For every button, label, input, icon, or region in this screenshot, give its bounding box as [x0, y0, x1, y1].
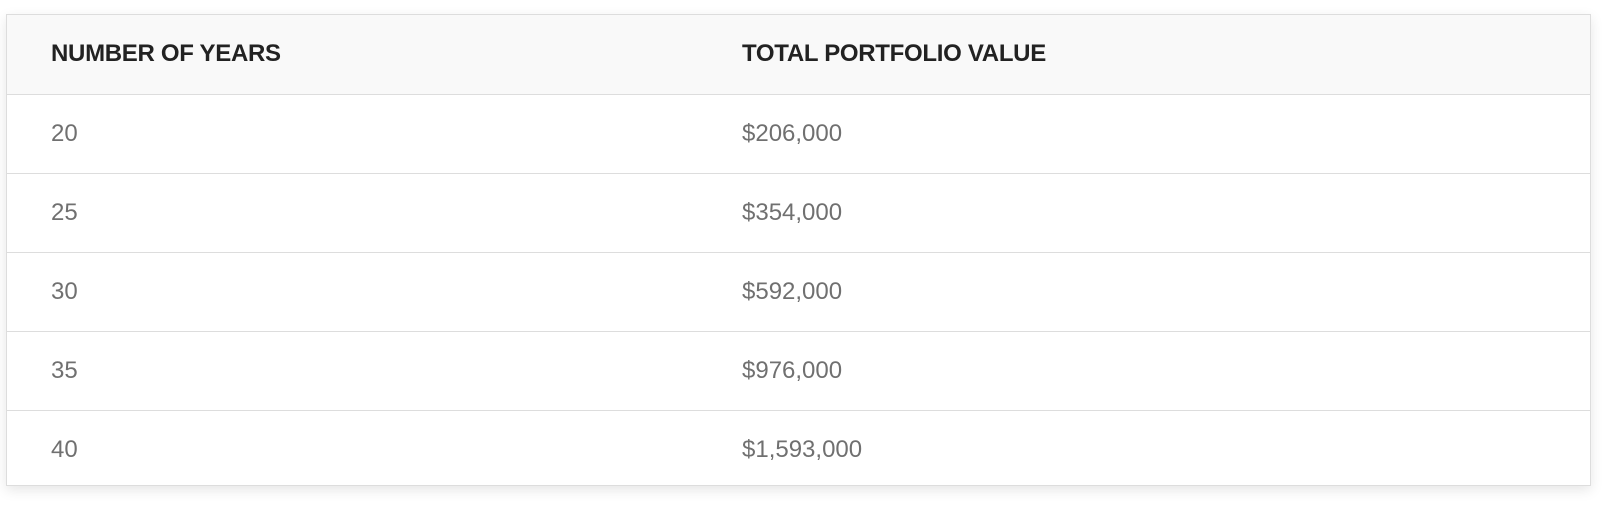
table-row: 40 $1,593,000	[7, 410, 1590, 489]
table-row: 35 $976,000	[7, 331, 1590, 411]
cell-years: 35	[7, 331, 698, 411]
cell-years: 30	[7, 252, 698, 332]
table-body: 20 $206,000 25 $354,000 30 $592,000 35 $…	[7, 94, 1590, 489]
header-number-of-years: NUMBER OF YEARS	[7, 15, 698, 95]
table-row: 20 $206,000	[7, 94, 1590, 174]
cell-years: 40	[51, 435, 78, 463]
cell-portfolio-value: $976,000	[698, 331, 1590, 411]
table-row: 30 $592,000	[7, 252, 1590, 332]
cell-portfolio-value: $592,000	[698, 252, 1590, 332]
cell-portfolio-value: $1,593,000	[742, 435, 863, 463]
table-header-row: NUMBER OF YEARS TOTAL PORTFOLIO VALUE	[7, 15, 1590, 95]
header-total-portfolio-value: TOTAL PORTFOLIO VALUE	[698, 15, 1590, 95]
portfolio-table: NUMBER OF YEARS TOTAL PORTFOLIO VALUE 20…	[7, 15, 1590, 489]
portfolio-table-container: NUMBER OF YEARS TOTAL PORTFOLIO VALUE 20…	[6, 14, 1591, 486]
cell-portfolio-value: $206,000	[698, 94, 1590, 174]
table-header: NUMBER OF YEARS TOTAL PORTFOLIO VALUE	[7, 15, 1590, 95]
table-row: 25 $354,000	[7, 173, 1590, 253]
cell-years: 20	[7, 94, 698, 174]
cell-years: 25	[7, 173, 698, 253]
cell-portfolio-value: $354,000	[698, 173, 1590, 253]
